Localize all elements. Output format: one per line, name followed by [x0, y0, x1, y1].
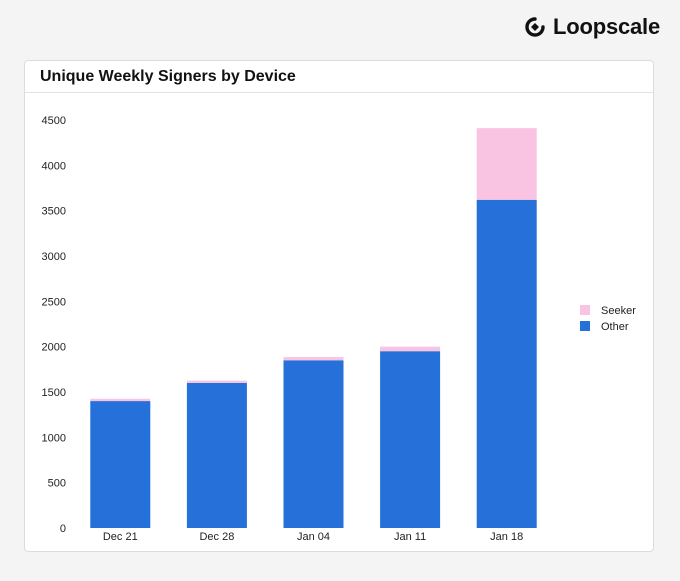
- bar-seeker: [476, 128, 537, 200]
- x-tick-label: Jan 04: [297, 531, 330, 543]
- x-tick-label: Jan 11: [394, 531, 426, 543]
- chart-card: Unique Weekly Signers by Device 0 500 1000…: [24, 60, 654, 552]
- loopscale-logo-icon: [525, 17, 545, 37]
- y-tick-label: 2500: [42, 296, 66, 308]
- x-tick-label: Dec 21: [103, 531, 138, 543]
- bar-other: [476, 199, 537, 528]
- bar-seeker: [186, 380, 247, 383]
- legend-swatch-seeker: [580, 305, 590, 315]
- bar-other: [380, 351, 441, 528]
- card-header: Unique Weekly Signers by Device: [25, 61, 653, 93]
- bar-seeker: [283, 357, 344, 361]
- bar-other: [90, 401, 151, 528]
- bar-other: [283, 360, 344, 528]
- legend-label-other: Other: [601, 321, 629, 333]
- y-tick-label: 500: [48, 478, 66, 490]
- y-tick-label: 3000: [42, 251, 66, 263]
- y-tick-label: 0: [60, 523, 66, 535]
- y-tick-label: 1500: [42, 387, 66, 399]
- y-tick-label: 2000: [42, 342, 66, 354]
- bar-other: [186, 382, 247, 528]
- x-tick-label: Dec 28: [199, 531, 234, 543]
- y-tick-label: 4000: [42, 160, 66, 172]
- legend-label-seeker: Seeker: [601, 305, 636, 317]
- brand-name: Loopscale: [552, 14, 660, 39]
- y-tick-label: 1000: [42, 432, 66, 444]
- legend-swatch-other: [580, 321, 590, 331]
- y-tick-label: 3500: [42, 206, 66, 218]
- y-tick-label: 4500: [42, 115, 66, 127]
- x-tick-label: Jan 18: [490, 531, 523, 543]
- brand: Loopscale: [523, 14, 660, 40]
- chart-title: Unique Weekly Signers by Device: [40, 67, 296, 85]
- chart: 0 500 1000 1500 2000 2500 3000 3500 4000 4500 Dec …: [42, 115, 637, 543]
- bar-seeker: [380, 346, 441, 352]
- bar-seeker: [90, 398, 151, 402]
